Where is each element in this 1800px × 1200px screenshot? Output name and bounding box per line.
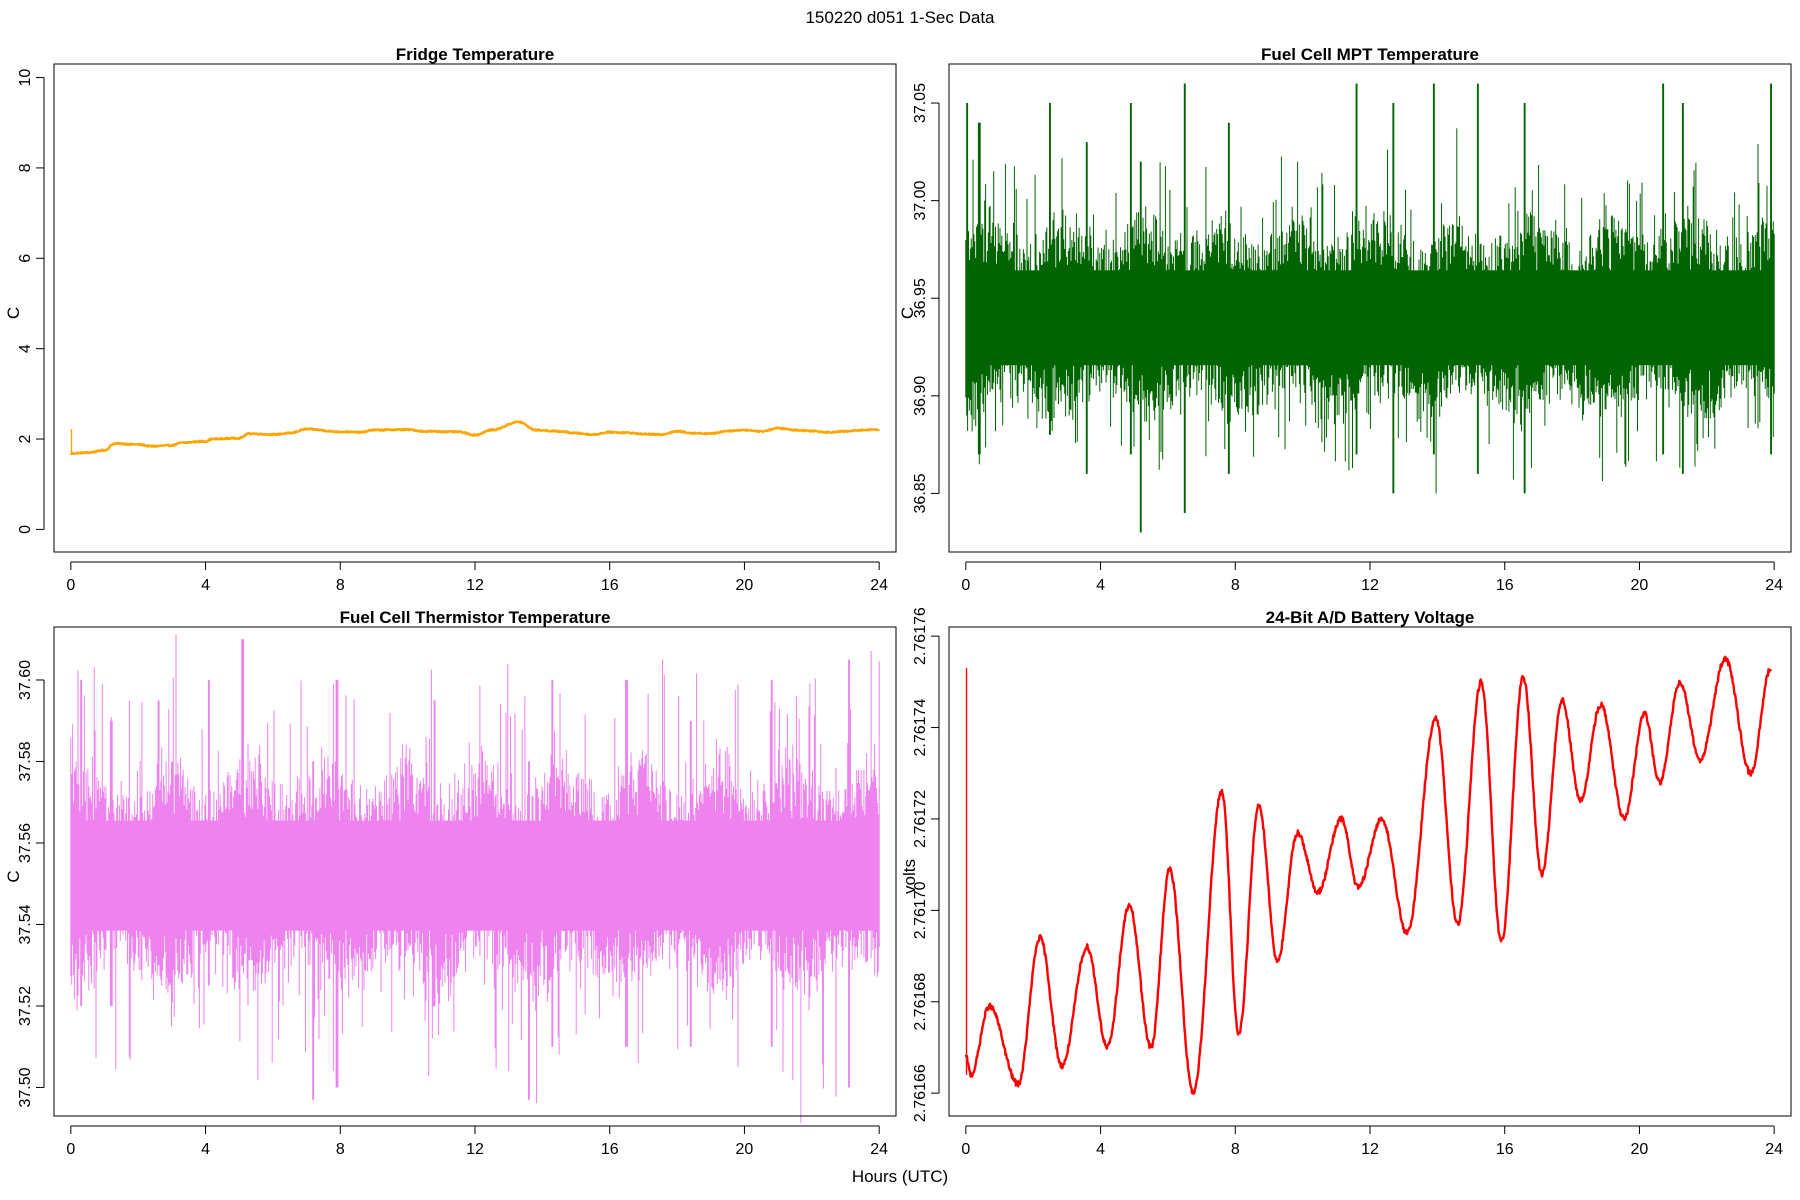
y-tick-label: 2.76168 (912, 973, 929, 1031)
panel-title: 24-Bit A/D Battery Voltage (1266, 608, 1475, 627)
x-tick-label: 16 (601, 1141, 619, 1158)
y-tick-label: 37.52 (17, 986, 34, 1026)
y-axis: 2.76166 2.76168 2.76170 2.76172 2.76174 2.761… (912, 607, 940, 1122)
panel-title: Fridge Temperature (396, 45, 554, 64)
x-tick-label: 8 (336, 577, 345, 594)
y-tick-label: 8 (17, 163, 34, 172)
x-tick-label: 24 (870, 577, 888, 594)
x-tick-label: 20 (1631, 1141, 1649, 1158)
panel-title: Fuel Cell MPT Temperature (1261, 45, 1479, 64)
x-tick-label: 12 (1361, 1141, 1379, 1158)
x-tick-label: 24 (1765, 1141, 1783, 1158)
x-tick-label: 8 (1231, 577, 1240, 594)
y-tick-label: 2 (17, 434, 34, 443)
shared-x-axis-label: Hours (UTC) (852, 1167, 948, 1186)
plot-frame (53, 626, 897, 1117)
x-axis: 0 4 8 12 16 20 24 (961, 1125, 1783, 1158)
x-tick-label: 4 (1096, 1141, 1105, 1158)
x-tick-label: 24 (870, 1141, 888, 1158)
x-tick-label: 0 (66, 1141, 75, 1158)
y-tick-label: 37.56 (17, 823, 34, 863)
x-tick-label: 16 (1496, 577, 1514, 594)
x-tick-label: 4 (1096, 577, 1105, 594)
x-tick-label: 0 (961, 577, 970, 594)
x-tick-label: 0 (961, 1141, 970, 1158)
plot-frame (948, 63, 1792, 553)
y-tick-label: 4 (17, 344, 34, 353)
y-tick-label: 36.85 (912, 473, 929, 513)
x-tick-label: 12 (466, 577, 484, 594)
y-tick-label: 0 (17, 525, 34, 534)
y-tick-label: 2.76166 (912, 1064, 929, 1122)
fuel-cell-mpt-temperature-panel: Fuel Cell MPT Temperature C 0 4 8 12 16 20 24 3… (898, 45, 1792, 594)
y-axis-label: volts (900, 859, 919, 894)
y-tick-label: 37.05 (912, 83, 929, 123)
x-tick-label: 20 (736, 1141, 754, 1158)
series-trace (965, 83, 1775, 533)
x-tick-label: 8 (336, 1141, 345, 1158)
y-axis: 0 2 4 6 8 10 (17, 69, 45, 534)
series-trace (70, 634, 880, 1124)
panel-title: Fuel Cell Thermistor Temperature (340, 608, 611, 627)
y-axis-label: C (898, 307, 917, 319)
data-series (70, 634, 880, 1124)
y-axis-label: C (4, 307, 23, 319)
plot-frame (948, 626, 1792, 1117)
data-series (69, 420, 881, 456)
plot-frame (53, 63, 897, 553)
y-axis: 36.85 36.90 36.95 37.00 37.05 (912, 83, 940, 513)
x-tick-label: 16 (1496, 1141, 1514, 1158)
y-tick-label: 10 (17, 69, 34, 87)
x-tick-label: 16 (601, 577, 619, 594)
x-axis: 0 4 8 12 16 20 24 (66, 561, 888, 594)
x-tick-label: 20 (1631, 577, 1649, 594)
y-tick-label: 2.76170 (912, 881, 929, 939)
x-tick-label: 12 (1361, 577, 1379, 594)
y-tick-label: 2.76176 (912, 607, 929, 665)
x-axis: 0 4 8 12 16 20 24 (66, 1125, 888, 1158)
figure-title: 150220 d051 1-Sec Data (805, 8, 995, 27)
y-axis-label: C (4, 870, 23, 882)
series-line (964, 655, 1772, 1095)
y-axis: 37.50 37.52 37.54 37.56 37.58 37.60 (17, 660, 45, 1107)
y-tick-label: 37.58 (17, 741, 34, 781)
x-tick-label: 0 (66, 577, 75, 594)
data-series (965, 83, 1775, 533)
y-tick-label: 6 (17, 254, 34, 263)
y-tick-label: 37.50 (17, 1067, 34, 1107)
x-tick-label: 4 (201, 1141, 210, 1158)
x-tick-label: 12 (466, 1141, 484, 1158)
x-tick-label: 20 (736, 577, 754, 594)
y-tick-label: 37.60 (17, 660, 34, 700)
battery-voltage-panel: 24-Bit A/D Battery Voltage volts 0 4 8 12 16… (900, 607, 1792, 1158)
y-tick-label: 37.54 (17, 904, 34, 944)
y-tick-label: 37.00 (912, 181, 929, 221)
y-tick-label: 2.76174 (912, 699, 929, 757)
x-axis: 0 4 8 12 16 20 24 (961, 561, 1783, 594)
data-series (964, 655, 1772, 1095)
series-line (69, 420, 881, 456)
y-tick-label: 36.90 (912, 376, 929, 416)
y-tick-label: 36.95 (912, 278, 929, 318)
x-tick-label: 4 (201, 577, 210, 594)
y-tick-label: 2.76172 (912, 790, 929, 848)
x-tick-label: 24 (1765, 577, 1783, 594)
fuel-cell-thermistor-temperature-panel: Fuel Cell Thermistor Temperature C 0 4 8 12… (4, 608, 897, 1158)
x-tick-label: 8 (1231, 1141, 1240, 1158)
